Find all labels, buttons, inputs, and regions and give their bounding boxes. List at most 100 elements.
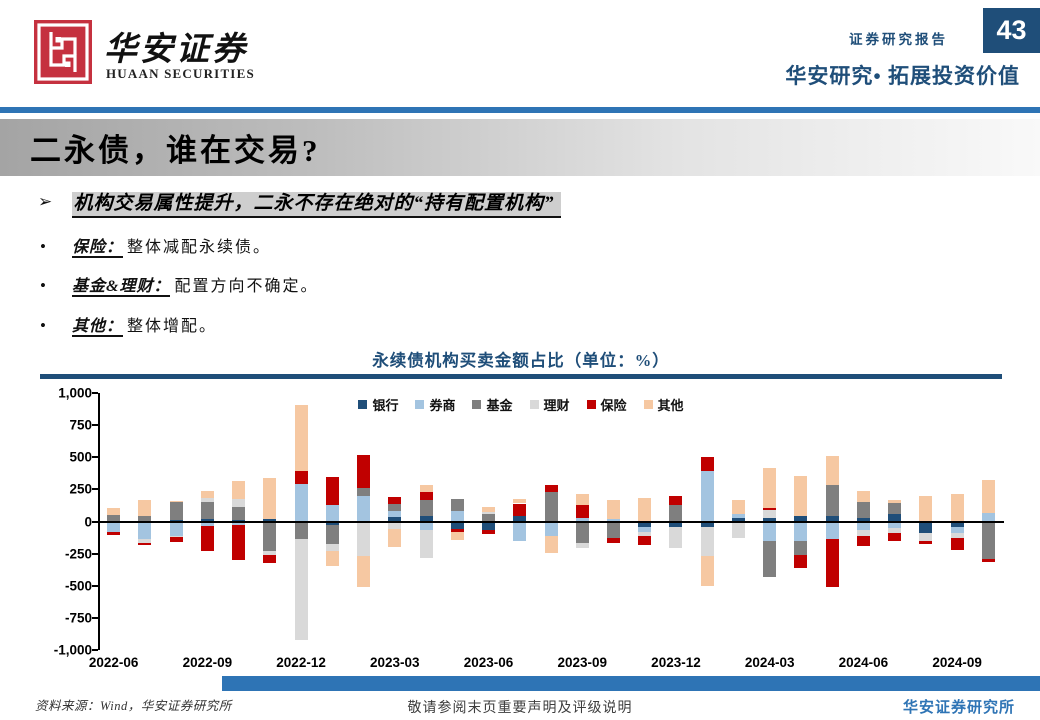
bar-segment-保险-2022-10 — [232, 524, 246, 561]
y-axis-tick — [92, 392, 98, 394]
bar-segment-保险-2023-03 — [388, 497, 402, 504]
bar-segment-理财-2024-02 — [731, 521, 745, 538]
bar-segment-基金-2023-06 — [482, 513, 496, 522]
main-bullet: ➢ 机构交易属性提升，二永不存在绝对的“持有配置机构” — [38, 188, 561, 218]
y-axis-label: 1,000 — [58, 385, 92, 401]
legend-swatch-icon — [586, 400, 596, 409]
bar-segment-理财-2022-07 — [138, 539, 152, 543]
x-axis-label: 2022-06 — [88, 655, 139, 670]
bar-segment-理财-2022-12 — [294, 539, 308, 640]
legend-label: 其他 — [657, 398, 684, 413]
bar-segment-券商-2023-07 — [513, 521, 527, 541]
bar-segment-保险-2023-09 — [575, 504, 589, 518]
list-item-text: 配置方向不确定。 — [174, 278, 319, 295]
bar-segment-券商-2024-07 — [888, 521, 902, 528]
bar-segment-保险-2024-10 — [981, 559, 995, 562]
report-type-label: 证券研究报告 — [849, 32, 948, 47]
legend-item-银行: 银行 — [358, 395, 398, 414]
bar-segment-基金-2023-09 — [575, 521, 589, 544]
bar-segment-基金-2022-09 — [200, 501, 214, 519]
bar-segment-券商-2024-06 — [856, 521, 870, 531]
brand-name-cn: 华安证券 — [104, 32, 248, 68]
list-item-label: 基金&理财： — [72, 278, 171, 297]
bar-segment-基金-2022-07 — [138, 515, 152, 522]
bar-segment-其他-2024-08 — [919, 495, 933, 522]
arrow-bullet-icon: ➢ — [38, 192, 53, 211]
bar-segment-其他-2022-07 — [138, 499, 152, 516]
legend-swatch-icon — [643, 400, 653, 409]
bar-segment-理财-2023-06 — [482, 511, 496, 514]
page-number-badge: 43 — [983, 8, 1040, 53]
y-axis-tick — [92, 456, 98, 459]
bar-segment-券商-2024-04 — [794, 521, 808, 542]
chart-title: 永续债机构买卖金额占比（单位：%） — [372, 351, 670, 370]
bar-segment-保险-2023-06 — [482, 529, 496, 534]
bar-segment-券商-2024-01 — [700, 470, 714, 522]
bar-segment-银行-2024-07 — [888, 513, 902, 522]
bar-segment-其他-2023-01 — [325, 551, 339, 567]
bar-segment-基金-2022-08 — [169, 502, 183, 521]
bar-segment-银行-2022-09 — [200, 518, 214, 522]
bar-segment-其他-2024-07 — [888, 499, 902, 503]
bar-segment-保险-2022-07 — [138, 542, 152, 545]
y-axis-label: 500 — [69, 449, 92, 465]
bar-segment-保险-2022-06 — [107, 532, 121, 535]
footer-accent-bar — [222, 676, 1040, 691]
bar-segment-券商-2023-03 — [388, 510, 402, 517]
bar-segment-其他-2024-01 — [700, 556, 714, 587]
bar-segment-保险-2024-03 — [763, 508, 777, 510]
bar-segment-基金-2023-04 — [419, 500, 433, 517]
bar-segment-券商-2023-10 — [606, 518, 620, 522]
list-item-label: 其他： — [72, 318, 124, 337]
bar-segment-银行-2023-04 — [419, 516, 433, 522]
bar-segment-其他-2024-06 — [856, 491, 870, 502]
y-axis-label: -750 — [64, 610, 92, 626]
disclaimer: 敬请参阅末页重要声明及评级说明 — [407, 701, 633, 716]
legend-label: 券商 — [429, 398, 456, 413]
bar-segment-保险-2022-12 — [294, 471, 308, 485]
source-note: 资料来源：Wind，华安证券研究所 — [35, 699, 232, 713]
y-axis-tick — [92, 616, 98, 619]
bar-segment-其他-2023-11 — [638, 498, 652, 522]
bar-segment-保险-2023-05 — [450, 529, 464, 532]
legend-swatch-icon — [358, 400, 368, 409]
bar-segment-其他-2022-06 — [107, 508, 121, 516]
bar-segment-其他-2024-03 — [763, 468, 777, 508]
bar-segment-银行-2022-11 — [263, 518, 277, 522]
bar-segment-基金-2024-10 — [981, 521, 995, 560]
bar-segment-其他-2023-03 — [388, 529, 402, 548]
bar-segment-基金-2022-11 — [263, 521, 277, 552]
bar-segment-理财-2024-07 — [888, 527, 902, 534]
bar-segment-理财-2023-04 — [419, 529, 433, 559]
bar-segment-理财-2023-01 — [325, 543, 339, 552]
y-axis-tick — [92, 424, 98, 427]
bar-segment-理财-2023-03 — [388, 521, 402, 530]
bar-segment-银行-2023-11 — [638, 521, 652, 528]
x-axis-label: 2022-09 — [182, 655, 233, 670]
y-axis-label: -250 — [64, 546, 92, 562]
bar-segment-基金-2022-10 — [232, 507, 246, 520]
x-axis-label: 2024-09 — [932, 655, 982, 670]
footer-brand: 华安证券研究所 — [902, 700, 1015, 716]
bar-segment-理财-2024-08 — [919, 533, 933, 542]
dot-bullet-icon: • — [40, 276, 46, 295]
bar-segment-基金-2024-03 — [763, 540, 777, 577]
bar-segment-银行-2023-03 — [388, 517, 402, 522]
bar-segment-券商-2022-06 — [107, 521, 121, 533]
x-axis-label: 2023-06 — [463, 655, 514, 670]
bar-segment-其他-2023-07 — [513, 499, 527, 504]
y-axis-tick — [92, 584, 98, 587]
legend-item-保险: 保险 — [586, 395, 627, 414]
bar-segment-基金-2023-10 — [606, 521, 620, 539]
bar-segment-保险-2023-12 — [669, 496, 683, 505]
bar-segment-券商-2023-08 — [544, 521, 558, 537]
plot-area: 1,000 750 500 250 0 -250 -500 -750 -1,000 2022-06… — [54, 386, 1004, 670]
bar-segment-其他-2023-05 — [450, 531, 464, 541]
bar-segment-基金-2022-12 — [294, 521, 308, 540]
y-axis-label: -1,000 — [53, 642, 92, 658]
bar-segment-银行-2023-05 — [450, 521, 464, 530]
bar-segment-理财-2023-12 — [669, 527, 683, 549]
y-axis-tick — [92, 649, 98, 651]
bar-segment-券商-2023-05 — [450, 510, 464, 522]
